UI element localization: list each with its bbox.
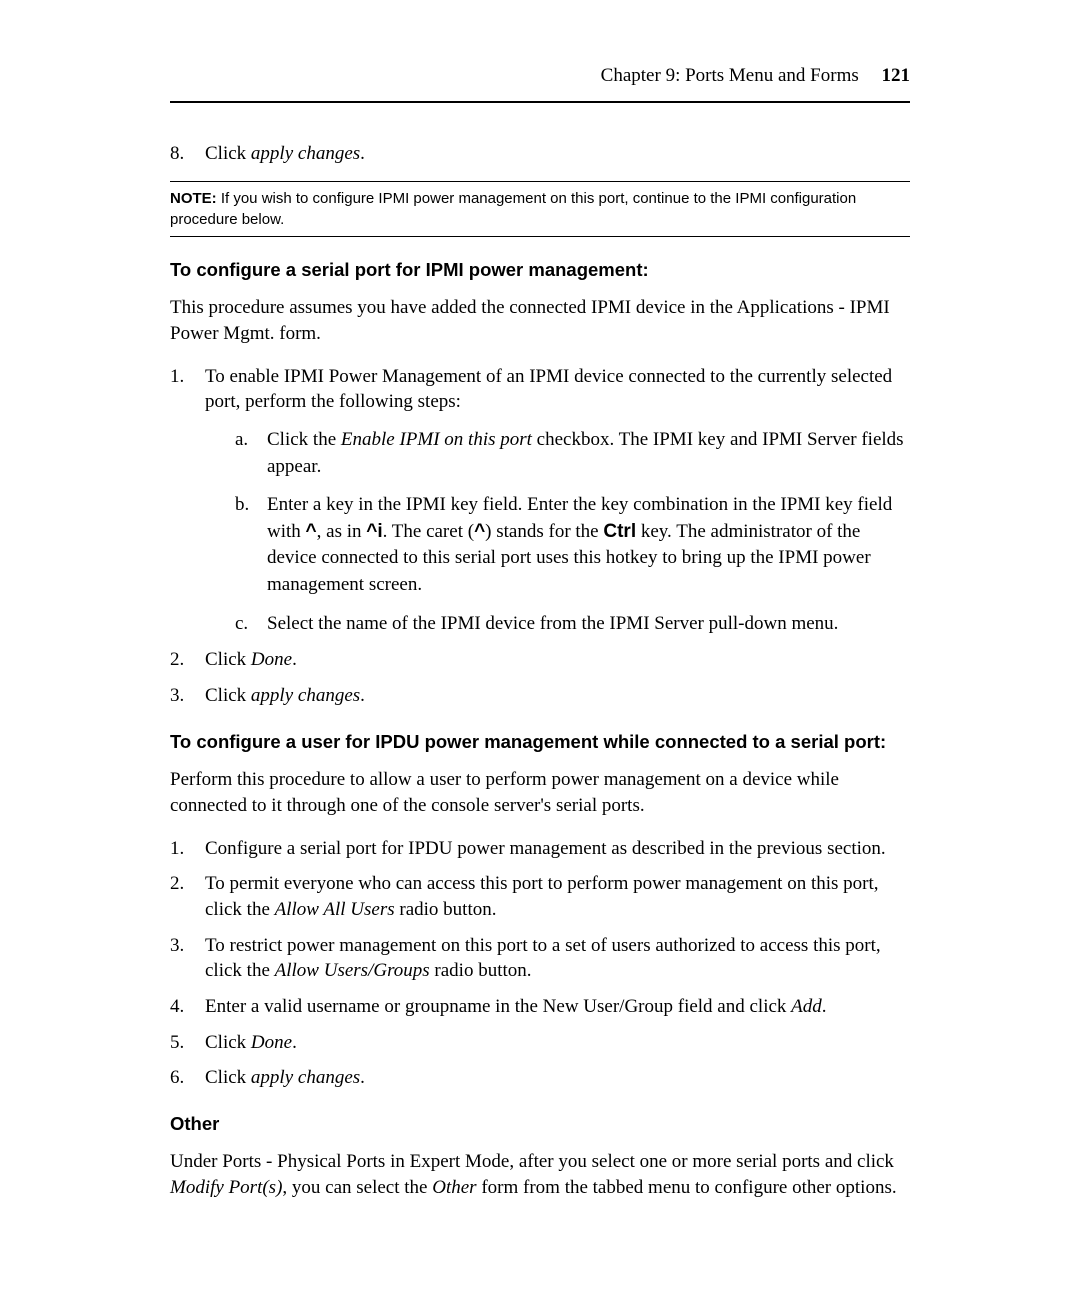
sub-letter: a. xyxy=(235,427,267,480)
list-number: 2. xyxy=(170,871,205,922)
note-label: NOTE: xyxy=(170,190,217,207)
list-content: Click apply changes. xyxy=(205,141,910,167)
step-8: 8. Click apply changes. xyxy=(170,141,910,167)
running-header: Chapter 9: Ports Menu and Forms 121 xyxy=(170,65,910,87)
list-number: 4. xyxy=(170,994,205,1020)
section-heading-other: Other xyxy=(170,1113,910,1135)
list-item: 2. To permit everyone who can access thi… xyxy=(170,871,910,922)
note-box: NOTE: If you wish to configure IPMI powe… xyxy=(170,181,910,237)
sub-content: Select the name of the IPMI device from … xyxy=(267,611,910,638)
sub-letter: c. xyxy=(235,611,267,638)
page-number: 121 xyxy=(882,65,911,86)
sub-item-b: b. Enter a key in the IPMI key field. En… xyxy=(235,492,910,598)
header-rule xyxy=(170,101,910,103)
list-item: 6. Click apply changes. xyxy=(170,1065,910,1091)
section-heading-ipmi: To configure a serial port for IPMI powe… xyxy=(170,259,910,281)
list-item: 3. To restrict power management on this … xyxy=(170,933,910,984)
list-item: 1. Configure a serial port for IPDU powe… xyxy=(170,836,910,862)
list-content: To restrict power management on this por… xyxy=(205,933,910,984)
other-para: Under Ports - Physical Ports in Expert M… xyxy=(170,1149,910,1202)
list-item: 3. Click apply changes. xyxy=(170,683,910,709)
list-number: 5. xyxy=(170,1030,205,1056)
chapter-title: Chapter 9: Ports Menu and Forms xyxy=(601,65,859,86)
sub-item-c: c. Select the name of the IPMI device fr… xyxy=(235,611,910,638)
list-number: 1. xyxy=(170,364,205,637)
list-content: To permit everyone who can access this p… xyxy=(205,871,910,922)
list-content: To enable IPMI Power Management of an IP… xyxy=(205,364,910,637)
list-content: Click Done. xyxy=(205,647,910,673)
ipmi-steps: 1. To enable IPMI Power Management of an… xyxy=(170,364,910,709)
list-content: Click Done. xyxy=(205,1030,910,1056)
list-content: Enter a valid username or groupname in t… xyxy=(205,994,910,1020)
sub-letter: b. xyxy=(235,492,267,598)
sub-content: Enter a key in the IPMI key field. Enter… xyxy=(267,492,910,598)
list-item: 1. To enable IPMI Power Management of an… xyxy=(170,364,910,637)
ipdu-steps: 1. Configure a serial port for IPDU powe… xyxy=(170,836,910,1091)
sub-content: Click the Enable IPMI on this port check… xyxy=(267,427,910,480)
list-number: 1. xyxy=(170,836,205,862)
list-content: Click apply changes. xyxy=(205,1065,910,1091)
list-item: 4. Enter a valid username or groupname i… xyxy=(170,994,910,1020)
list-item: 5. Click Done. xyxy=(170,1030,910,1056)
list-content: Click apply changes. xyxy=(205,683,910,709)
list-number: 8. xyxy=(170,141,205,167)
list-content: Configure a serial port for IPDU power m… xyxy=(205,836,910,862)
list-number: 2. xyxy=(170,647,205,673)
list-number: 3. xyxy=(170,683,205,709)
list-item: 2. Click Done. xyxy=(170,647,910,673)
sub-item-a: a. Click the Enable IPMI on this port ch… xyxy=(235,427,910,480)
section-heading-ipdu: To configure a user for IPDU power manag… xyxy=(170,731,910,753)
note-text: If you wish to configure IPMI power mana… xyxy=(170,190,856,228)
section-intro: This procedure assumes you have added th… xyxy=(170,295,910,348)
section-intro: Perform this procedure to allow a user t… xyxy=(170,767,910,820)
list-number: 6. xyxy=(170,1065,205,1091)
list-number: 3. xyxy=(170,933,205,984)
